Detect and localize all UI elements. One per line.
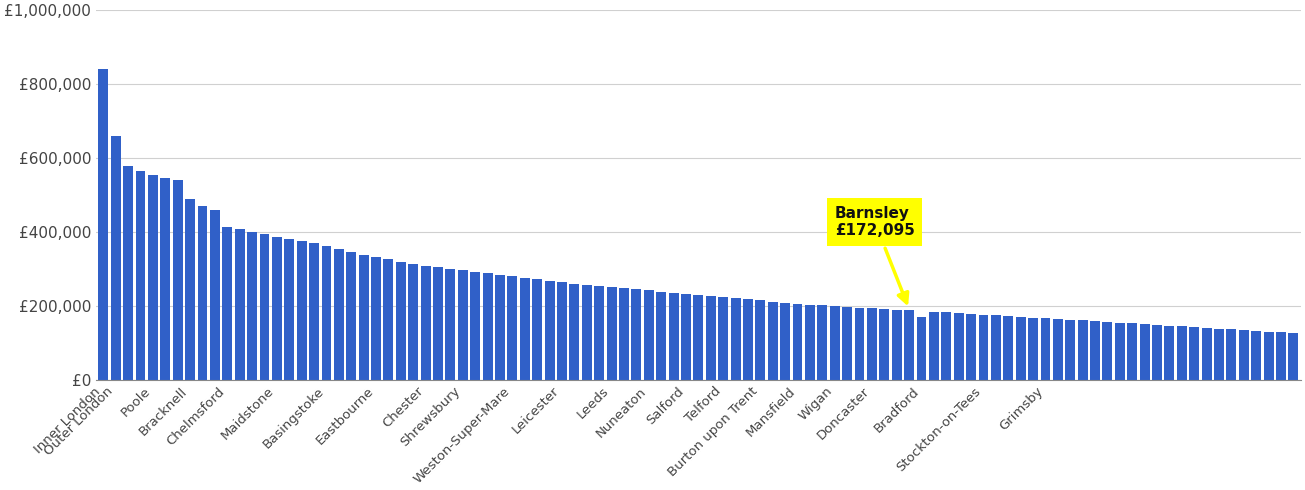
Bar: [855, 308, 864, 380]
Bar: [309, 244, 318, 380]
Bar: [222, 227, 232, 380]
Bar: [1227, 329, 1236, 380]
Bar: [1214, 329, 1224, 380]
Bar: [445, 269, 455, 380]
Bar: [1164, 326, 1174, 380]
Bar: [1251, 331, 1261, 380]
Bar: [1152, 325, 1161, 380]
Bar: [371, 257, 381, 380]
Bar: [384, 259, 393, 380]
Bar: [941, 312, 951, 380]
Bar: [98, 70, 108, 380]
Bar: [979, 315, 988, 380]
Bar: [1288, 333, 1298, 380]
Bar: [111, 136, 120, 380]
Bar: [643, 291, 654, 380]
Bar: [954, 313, 963, 380]
Bar: [185, 199, 194, 380]
Bar: [433, 267, 442, 380]
Bar: [235, 229, 244, 380]
Bar: [731, 298, 740, 380]
Bar: [346, 251, 356, 380]
Bar: [1015, 317, 1026, 380]
Bar: [147, 175, 158, 380]
Bar: [842, 307, 852, 380]
Bar: [904, 311, 913, 380]
Bar: [916, 317, 927, 380]
Bar: [792, 304, 803, 380]
Bar: [1177, 326, 1186, 380]
Bar: [334, 249, 343, 380]
Bar: [1276, 332, 1285, 380]
Bar: [532, 279, 542, 380]
Bar: [718, 297, 728, 380]
Bar: [544, 281, 555, 380]
Bar: [1004, 316, 1013, 380]
Bar: [1128, 323, 1137, 380]
Bar: [161, 177, 170, 380]
Bar: [321, 246, 331, 380]
Bar: [1114, 323, 1125, 380]
Bar: [123, 166, 133, 380]
Bar: [780, 303, 790, 380]
Bar: [495, 275, 505, 380]
Bar: [210, 210, 219, 380]
Bar: [582, 285, 591, 380]
Bar: [743, 299, 753, 380]
Bar: [830, 306, 839, 380]
Bar: [1139, 324, 1150, 380]
Bar: [508, 276, 517, 380]
Bar: [891, 310, 902, 380]
Bar: [632, 290, 641, 380]
Bar: [929, 312, 938, 380]
Bar: [693, 295, 703, 380]
Bar: [1040, 318, 1051, 380]
Bar: [483, 273, 492, 380]
Bar: [880, 309, 889, 380]
Bar: [1078, 320, 1087, 380]
Bar: [1090, 321, 1100, 380]
Bar: [1238, 330, 1249, 380]
Bar: [458, 270, 467, 380]
Bar: [470, 271, 480, 380]
Bar: [1202, 328, 1211, 380]
Bar: [1065, 320, 1075, 380]
Bar: [271, 237, 282, 380]
Bar: [656, 292, 666, 380]
Text: Barnsley
£172,095: Barnsley £172,095: [835, 205, 915, 303]
Bar: [767, 301, 778, 380]
Bar: [247, 232, 257, 380]
Bar: [284, 239, 294, 380]
Bar: [197, 206, 207, 380]
Bar: [557, 282, 566, 380]
Bar: [990, 315, 1001, 380]
Bar: [569, 284, 579, 380]
Bar: [1189, 327, 1199, 380]
Bar: [1053, 319, 1062, 380]
Bar: [966, 314, 976, 380]
Bar: [395, 262, 406, 380]
Bar: [681, 294, 690, 380]
Bar: [1028, 318, 1037, 380]
Bar: [296, 241, 307, 380]
Bar: [1103, 322, 1112, 380]
Bar: [172, 180, 183, 380]
Bar: [420, 266, 431, 380]
Bar: [867, 308, 877, 380]
Bar: [359, 255, 368, 380]
Bar: [706, 296, 715, 380]
Bar: [136, 171, 145, 380]
Bar: [805, 305, 814, 380]
Bar: [1263, 332, 1274, 380]
Bar: [594, 286, 604, 380]
Bar: [619, 288, 629, 380]
Bar: [260, 234, 269, 380]
Bar: [408, 264, 418, 380]
Bar: [668, 293, 679, 380]
Bar: [817, 305, 827, 380]
Bar: [519, 278, 530, 380]
Bar: [756, 300, 765, 380]
Bar: [607, 287, 616, 380]
